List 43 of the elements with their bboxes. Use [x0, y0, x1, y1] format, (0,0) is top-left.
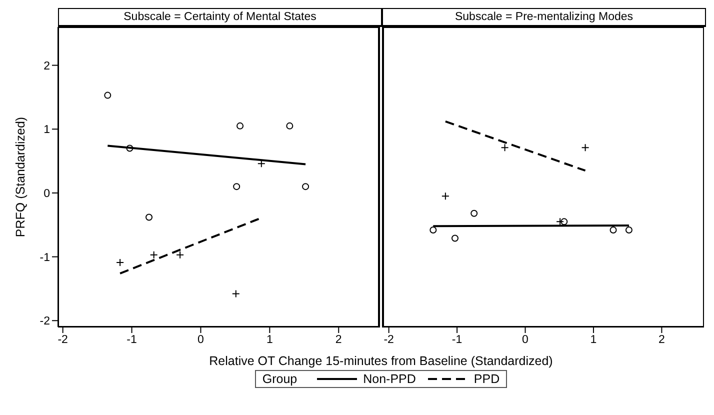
x-tick-label: 1: [266, 334, 273, 346]
y-tick-label: 0: [44, 188, 50, 200]
point: [232, 290, 240, 298]
point: [625, 226, 632, 234]
y-tick-label: -2: [40, 316, 50, 328]
x-tick-label: -1: [452, 334, 462, 346]
x-tick-label: -1: [126, 334, 137, 346]
legend-label: PPD: [474, 372, 500, 386]
legend-label: Non-PPD: [363, 372, 416, 386]
x-tick-label: -2: [58, 334, 68, 346]
point: [176, 250, 184, 259]
point: [302, 183, 310, 190]
chart-title: Subscale = Pre-mentalizing Modes: [382, 8, 706, 27]
point: [451, 234, 458, 242]
point: [236, 122, 244, 130]
point: [560, 218, 568, 226]
point: [146, 214, 153, 221]
legend-title: Group: [262, 372, 298, 386]
point: [470, 210, 478, 217]
point: [581, 144, 590, 152]
point: [556, 218, 564, 226]
x-tick-label: 1: [590, 334, 597, 346]
chart-title: Subscale = Certainty of Mental States: [58, 8, 382, 27]
point: [441, 192, 450, 200]
point: [116, 258, 124, 267]
y-tick-label: -1: [40, 252, 50, 264]
point: [286, 122, 294, 130]
point: [233, 183, 240, 190]
y-axis-title: PRFQ (Standardized): [13, 116, 28, 238]
point: [126, 144, 134, 152]
point: [610, 226, 617, 234]
x-axis-title: Relative OT Change 15-minutes from Baseline (Standardized): [208, 354, 554, 368]
x-tick-label: 0: [522, 334, 528, 346]
x-tick-label: -2: [384, 334, 394, 346]
point: [104, 92, 112, 99]
point: [430, 226, 437, 234]
y-tick-label: 1: [44, 124, 50, 136]
x-tick-label: 2: [658, 334, 665, 346]
y-tick-label: 2: [44, 60, 50, 72]
point: [150, 250, 158, 259]
point: [500, 144, 509, 152]
x-tick-label: 0: [198, 334, 204, 346]
x-tick-label: 2: [335, 334, 342, 346]
